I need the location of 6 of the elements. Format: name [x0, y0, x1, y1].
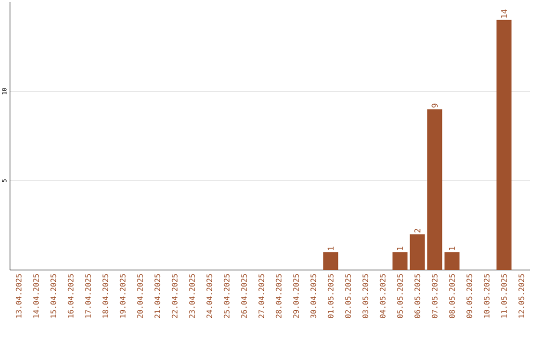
bar — [323, 252, 338, 270]
bar — [496, 20, 512, 270]
bar — [392, 252, 408, 270]
bar — [427, 109, 442, 270]
bar — [410, 234, 425, 270]
bar — [444, 252, 460, 270]
